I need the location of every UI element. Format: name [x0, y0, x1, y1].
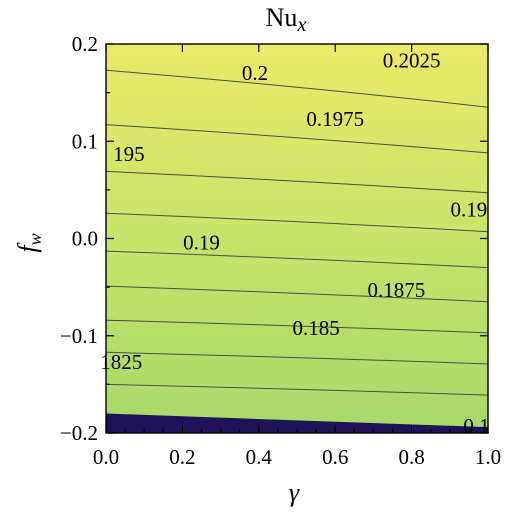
chart-title: Nux [266, 3, 307, 36]
contour-label-7: 0.185 [292, 316, 339, 340]
contour-line-0.1875 [106, 319, 488, 334]
contour-label-6: 0.1875 [367, 278, 425, 302]
x-axis-ticks: 0.0 0.2 0.4 0.6 0.8 1.0 [93, 44, 501, 469]
chart-title-text: Nux [266, 3, 307, 36]
x-axis-title-text: γ [289, 478, 300, 507]
contour-label-0: 0.2025 [383, 49, 441, 73]
plot-background [106, 44, 488, 433]
y-axis-title-subscript: w [25, 233, 45, 245]
chart-title-subscript: x [296, 14, 306, 36]
contour-line-0.1975 [106, 170, 488, 194]
y-tick-label-0: −0.2 [60, 421, 98, 445]
x-tick-label-0: 0.0 [93, 445, 119, 469]
x-axis-title: γ [289, 478, 300, 507]
y-tick-label-3: 0.1 [72, 129, 98, 153]
y-tick-label-2: 0.0 [72, 227, 98, 251]
contour-line-0.19 [106, 285, 488, 303]
contour-line-0.185 [106, 351, 488, 365]
low-value-region [106, 413, 488, 433]
contour-label-9: 0.1 [463, 414, 489, 438]
contour-line-0.195 [106, 212, 488, 233]
x-tick-label-4: 0.8 [398, 445, 424, 469]
contour-label-3: 195 [113, 142, 145, 166]
contour-lines [106, 69, 488, 396]
contour-label-2: 0.1975 [306, 107, 364, 131]
contour-label-8: 1825 [100, 350, 142, 374]
contour-line-0.2025 [106, 69, 488, 108]
y-axis-title-text: fw [13, 233, 45, 252]
contour-line-0.1825 [106, 383, 488, 396]
y-axis-ticks: −0.2 −0.1 0.0 0.1 0.2 [60, 32, 488, 445]
contour-labels: 0.2025 0.2 0.1975 195 0.19 0.19 0.1875 0.185 182… [100, 49, 489, 439]
contour-label-1: 0.2 [242, 61, 268, 85]
x-tick-label-3: 0.6 [322, 445, 348, 469]
x-tick-label-2: 0.4 [246, 445, 273, 469]
y-axis-title: fw [13, 233, 45, 252]
contour-line-0.1925 [106, 250, 488, 269]
contour-label-4: 0.19 [451, 197, 488, 221]
y-tick-label-1: −0.1 [60, 324, 98, 348]
contour-label-5: 0.19 [183, 230, 220, 254]
x-tick-label-1: 0.2 [169, 445, 195, 469]
contour-line-0.2 [106, 124, 488, 154]
dark-region-fill [106, 413, 488, 433]
y-tick-label-4: 0.2 [72, 32, 98, 56]
x-tick-label-5: 1.0 [475, 445, 501, 469]
